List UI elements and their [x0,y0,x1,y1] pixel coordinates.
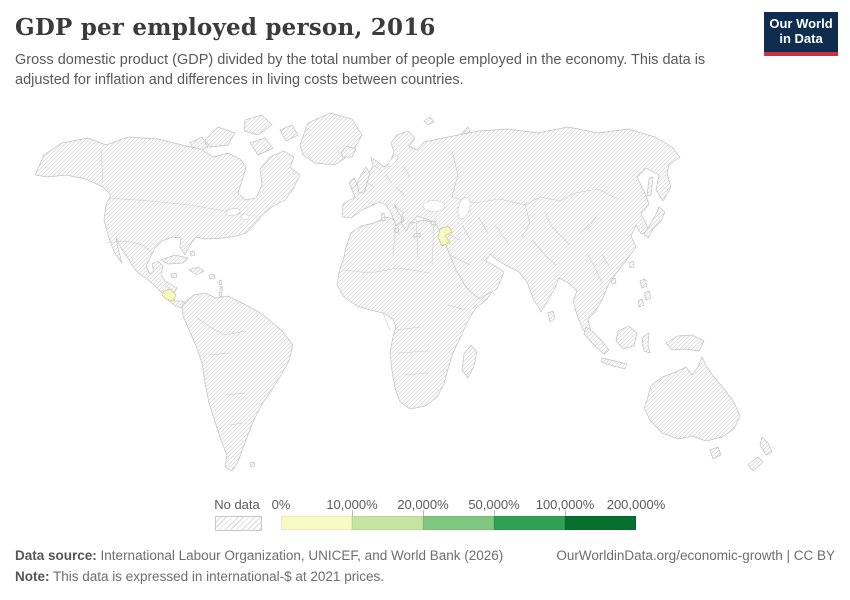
legend-tickmark [352,510,353,516]
legend-segment-4[interactable] [494,516,565,530]
highlighted-countries[interactable] [161,225,453,302]
legend-tick-2: 20,000% [397,497,449,512]
data-source-line: Data source: International Labour Organi… [15,548,503,563]
baltic-sea [387,155,399,167]
landmass-mediterranean-islands[interactable] [380,212,437,238]
landmass-philippines[interactable] [637,278,652,308]
landmass-australia[interactable] [643,356,741,460]
landmass-greenland[interactable] [299,112,363,166]
landmass-iceland[interactable] [340,145,357,158]
landmass-east-asia-islands[interactable] [547,176,666,323]
legend-tick-4: 100,000% [535,497,595,512]
landmass-caribbean[interactable] [160,250,224,298]
inland-waters [225,155,471,220]
chart-header: GDP per employed person, 2016 Gross dome… [15,14,755,90]
page-title: GDP per employed person, 2016 [15,14,436,41]
landmass-indonesia[interactable] [583,325,705,370]
owid-logo-line1: Our World [769,16,833,32]
landmass-british-isles[interactable] [348,166,371,194]
note-line: Note: This data is expressed in internat… [15,569,384,584]
legend-segment-3[interactable] [423,516,494,530]
landmass-madagascar[interactable] [461,344,478,379]
legend-segment-1[interactable] [281,516,352,530]
country-costa-rica[interactable] [161,288,177,302]
owid-logo-line2: in Data [779,31,823,46]
legend-tick-5: 200,000% [606,497,666,512]
world-map[interactable] [0,105,850,495]
landmass-north-america[interactable] [34,136,301,310]
no-data-landmasses[interactable] [34,112,773,472]
country-borders [100,148,619,426]
owid-logo[interactable]: Our World in Data [764,12,838,56]
world-map-svg[interactable] [0,105,850,495]
map-legend: No data 0% 10,000% 20,000% 50,000% 100,0… [0,497,850,533]
no-data-label: No data [214,497,260,512]
landmass-south-america[interactable] [181,292,294,472]
great-lakes-east [240,214,250,220]
legend-tick-0: 0% [271,497,291,512]
no-data-swatch[interactable] [215,516,262,531]
chart-subtitle: Gross domestic product (GDP) divided by … [15,52,706,88]
data-source-text: International Labour Organization, UNICE… [100,548,504,563]
landmass-arctic-islands[interactable] [189,114,471,156]
landmass-new-zealand[interactable] [747,436,773,472]
legend-tickmark [423,510,424,516]
note-text: This data is expressed in international-… [53,569,384,584]
legend-color-bar [281,516,636,530]
landmass-eurasia[interactable] [341,126,681,333]
great-lakes [225,208,241,216]
black-sea [422,200,446,212]
note-label: Note: [15,569,50,584]
caspian-sea [457,196,471,220]
legend-segment-5[interactable] [565,516,636,530]
legend-tick-3: 50,000% [468,497,520,512]
legend-tick-1: 10,000% [326,497,378,512]
country-jordan[interactable] [437,225,453,247]
owid-credit-link[interactable]: OurWorldinData.org/economic-growth | CC … [556,548,835,563]
legend-tickmark [494,510,495,516]
data-source-label: Data source: [15,548,97,563]
legend-tickmark [565,510,566,516]
legend-segment-2[interactable] [352,516,423,530]
